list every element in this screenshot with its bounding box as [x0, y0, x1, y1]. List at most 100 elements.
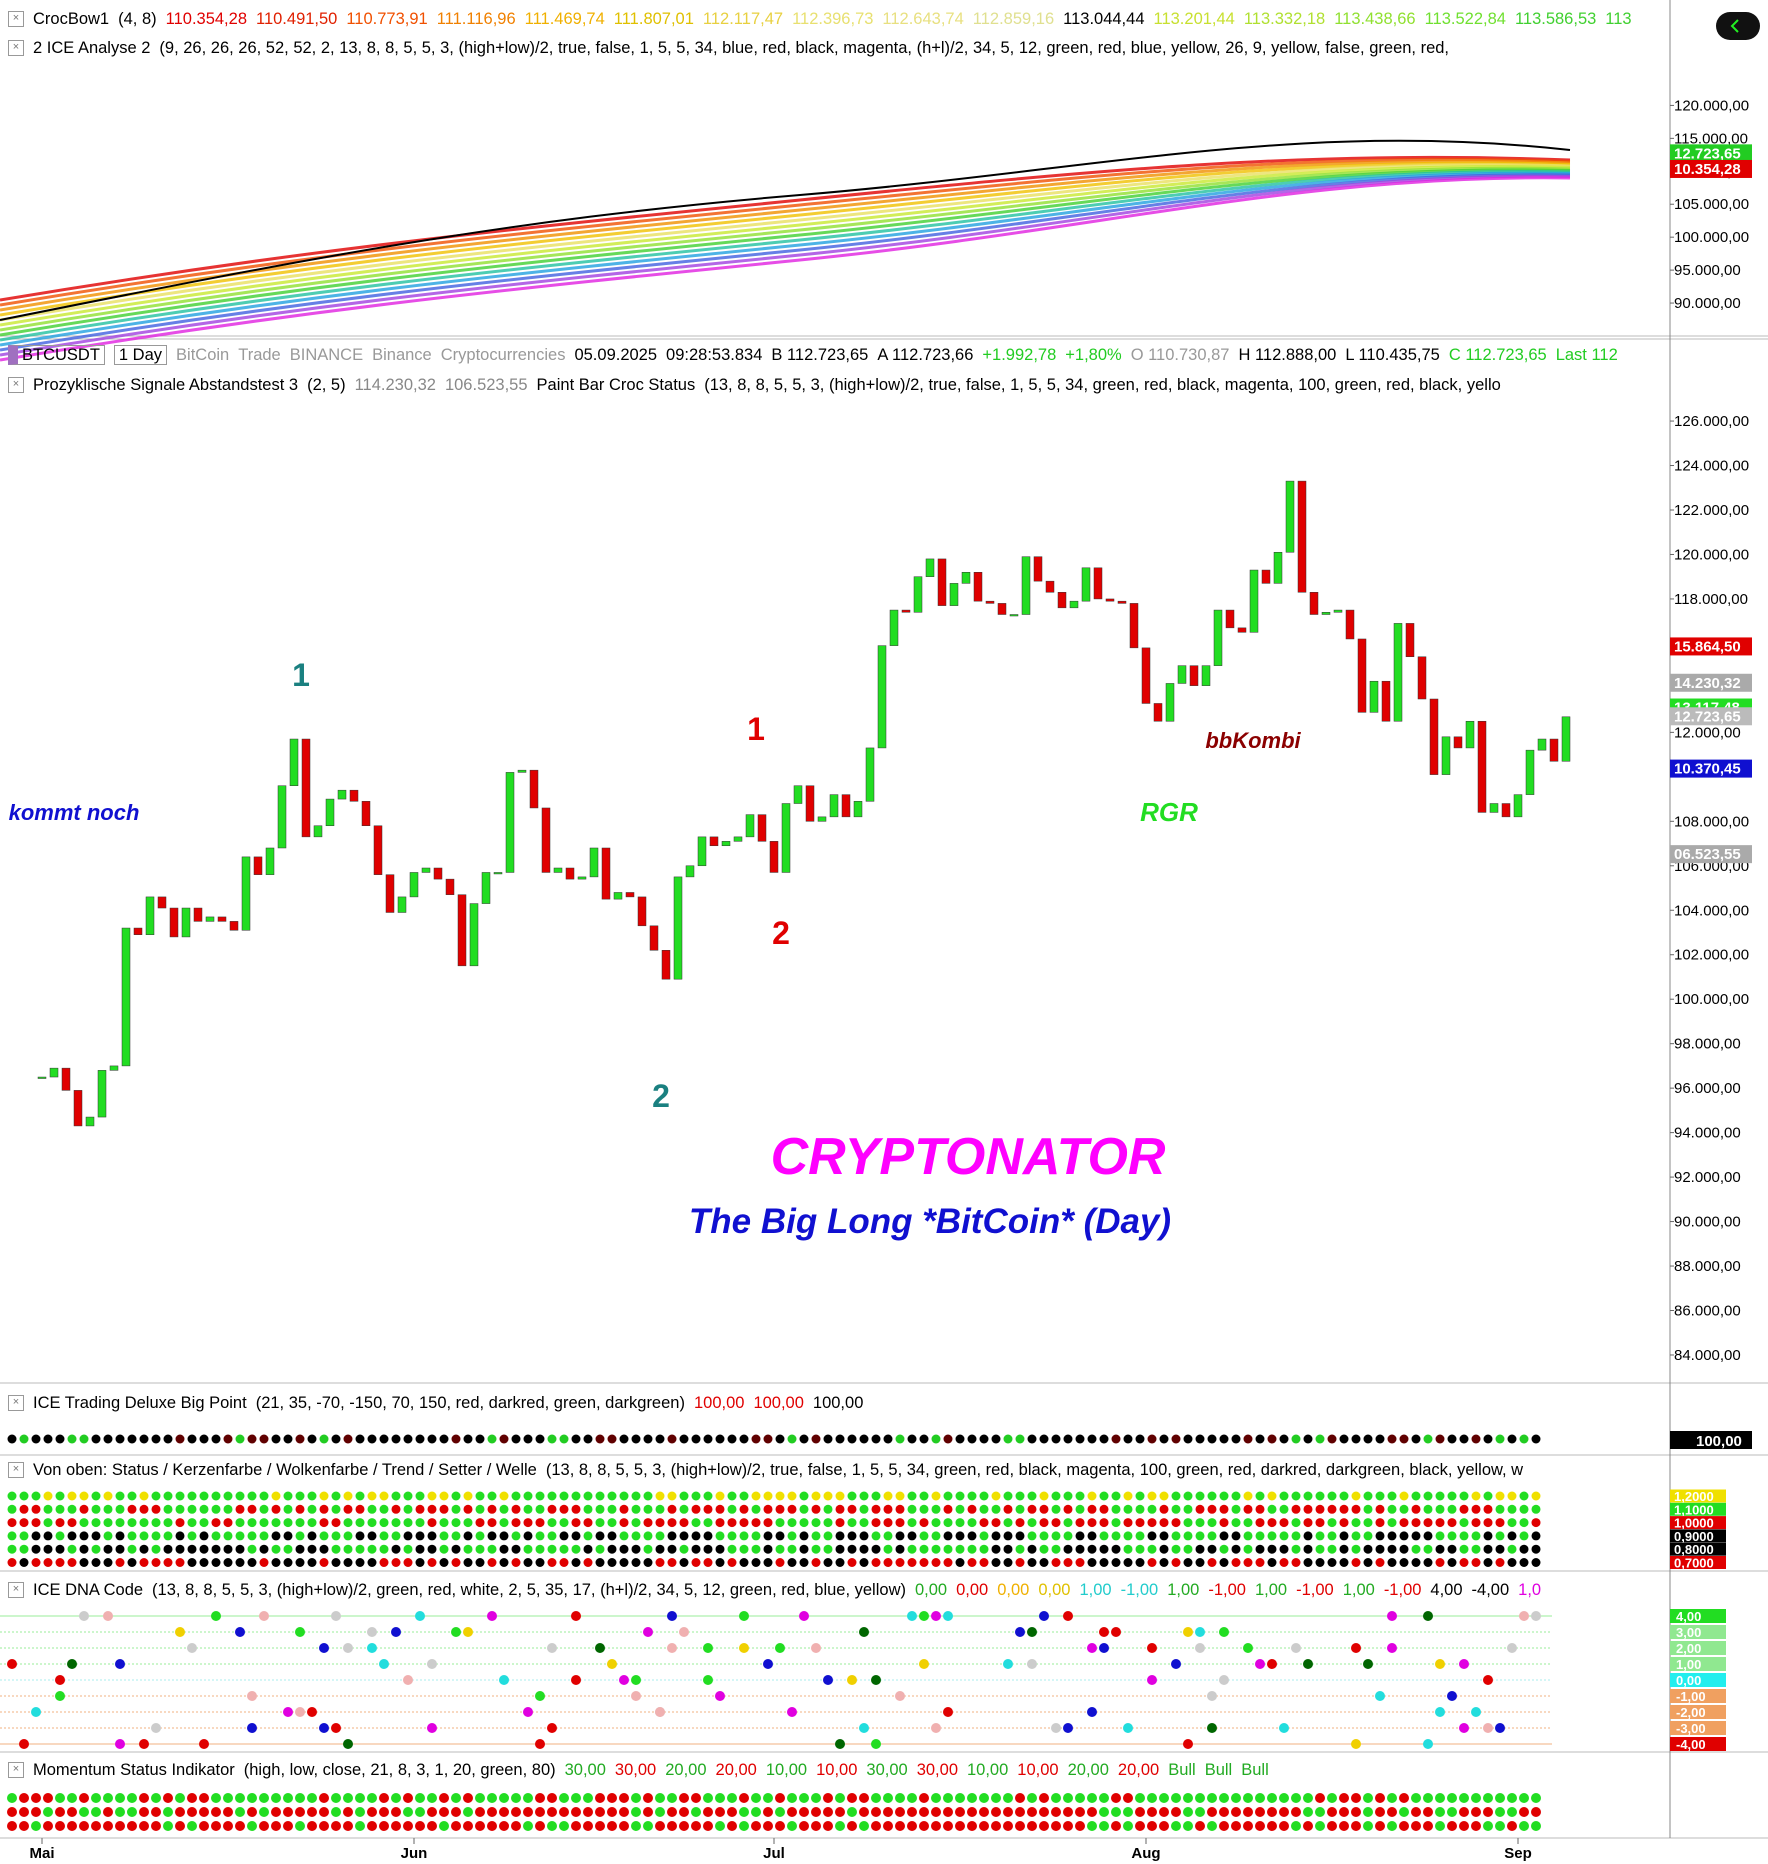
level-badge: [1670, 1625, 1726, 1639]
status-dot: [1315, 1558, 1325, 1567]
status-dot: [259, 1821, 269, 1831]
status-dot: [223, 1544, 233, 1554]
status-dot: [247, 1821, 257, 1831]
status-dot: [151, 1544, 161, 1554]
close-indicator[interactable]: ×: [8, 11, 24, 27]
status-dot: [391, 1544, 401, 1554]
status-dot: [547, 1544, 557, 1554]
status-dot: [1291, 1807, 1301, 1817]
status-dot: [991, 1821, 1001, 1831]
status-dot: [751, 1793, 761, 1803]
status-dot: [595, 1558, 605, 1567]
candle: [1381, 680, 1391, 722]
status-dot: [223, 1434, 233, 1444]
status-dot: [883, 1504, 893, 1514]
status-dot: [943, 1434, 953, 1444]
status-dot: [235, 1793, 245, 1803]
status-dot: [787, 1491, 797, 1501]
status-dot: [199, 1544, 209, 1554]
close-indicator[interactable]: ×: [8, 40, 24, 56]
status-dot: [451, 1531, 461, 1541]
close-indicator[interactable]: ×: [8, 1395, 24, 1411]
status-dot: [1363, 1544, 1373, 1554]
status-dot: [607, 1821, 617, 1831]
status-dot: [643, 1504, 653, 1514]
level-badge-label: 1,00: [1676, 1657, 1701, 1672]
status-dot: [907, 1558, 917, 1567]
status-dot: [835, 1531, 845, 1541]
status-dot: [367, 1558, 377, 1567]
close-indicator[interactable]: ×: [8, 1462, 24, 1478]
status-dot: [535, 1518, 545, 1528]
status-dot: [631, 1807, 641, 1817]
status-dot: [1003, 1807, 1013, 1817]
status-dot: [1111, 1491, 1121, 1501]
close-indicator[interactable]: ×: [8, 1762, 24, 1778]
status-dot: [523, 1558, 533, 1567]
status-dot: [1459, 1558, 1469, 1567]
status-dot: [1195, 1821, 1205, 1831]
y-tick-label: 118.000,00: [1674, 591, 1748, 608]
status-dot: [1351, 1544, 1361, 1554]
status-dot: [307, 1807, 317, 1817]
status-dot: [883, 1491, 893, 1501]
ma-line: [0, 139, 1571, 321]
status-dot: [907, 1821, 917, 1831]
interval-selector[interactable]: 1 Day: [113, 345, 168, 365]
status-dot: [463, 1518, 473, 1528]
status-dot: [1531, 1558, 1541, 1567]
status-dot: [511, 1518, 521, 1528]
status-dot: [763, 1518, 773, 1528]
status-dot: [1039, 1821, 1049, 1831]
status-dot: [679, 1518, 689, 1528]
candle: [793, 785, 803, 804]
dna-dot: [259, 1611, 269, 1621]
toggle-button[interactable]: [1716, 12, 1760, 40]
level-badge: [1670, 1609, 1726, 1623]
status-dot: [139, 1558, 149, 1567]
dna-dot: [331, 1611, 341, 1621]
status-dot: [1507, 1807, 1517, 1817]
status-dot: [775, 1821, 785, 1831]
symbol-selector[interactable]: BTCUSDT: [8, 345, 105, 365]
dna-dot: [1423, 1611, 1433, 1621]
dna-dot: [1015, 1627, 1025, 1637]
status-dot: [499, 1491, 509, 1501]
status-dot: [1351, 1558, 1361, 1567]
close-indicator[interactable]: ×: [8, 1582, 24, 1598]
header-text: 1,00: [1167, 1580, 1200, 1599]
status-dot: [1207, 1531, 1217, 1541]
quote-field: A 112.723,66: [877, 345, 974, 364]
status-dot: [835, 1793, 845, 1803]
status-dot: [1471, 1504, 1481, 1514]
status-dot: [967, 1807, 977, 1817]
status-dot: [1111, 1434, 1121, 1444]
status-dot: [547, 1491, 557, 1501]
status-dot: [379, 1434, 389, 1444]
status-dot: [43, 1434, 53, 1444]
header-text: 112.643,74: [882, 9, 964, 28]
status-dot: [547, 1821, 557, 1831]
status-dot: [595, 1807, 605, 1817]
status-dot: [1063, 1491, 1073, 1501]
status-dot: [1255, 1807, 1265, 1817]
status-dot: [1279, 1793, 1289, 1803]
status-dot: [307, 1434, 317, 1444]
status-dot: [1279, 1807, 1289, 1817]
status-dot: [1267, 1807, 1277, 1817]
status-dot: [715, 1518, 725, 1528]
status-dot: [1003, 1491, 1013, 1501]
status-dot: [955, 1504, 965, 1514]
status-dot: [1435, 1531, 1445, 1541]
status-dot: [1387, 1793, 1397, 1803]
status-dot: [1411, 1504, 1421, 1514]
status-dot: [1147, 1821, 1157, 1831]
level-badge: [1670, 1641, 1726, 1655]
status-dot: [967, 1518, 977, 1528]
dna-dot: [463, 1627, 473, 1637]
status-dot: [391, 1793, 401, 1803]
close-indicator[interactable]: ×: [8, 377, 24, 393]
status-dot: [847, 1793, 857, 1803]
header-row: × Momentum Status Indikator (high, low, cl…: [8, 1759, 1668, 1781]
